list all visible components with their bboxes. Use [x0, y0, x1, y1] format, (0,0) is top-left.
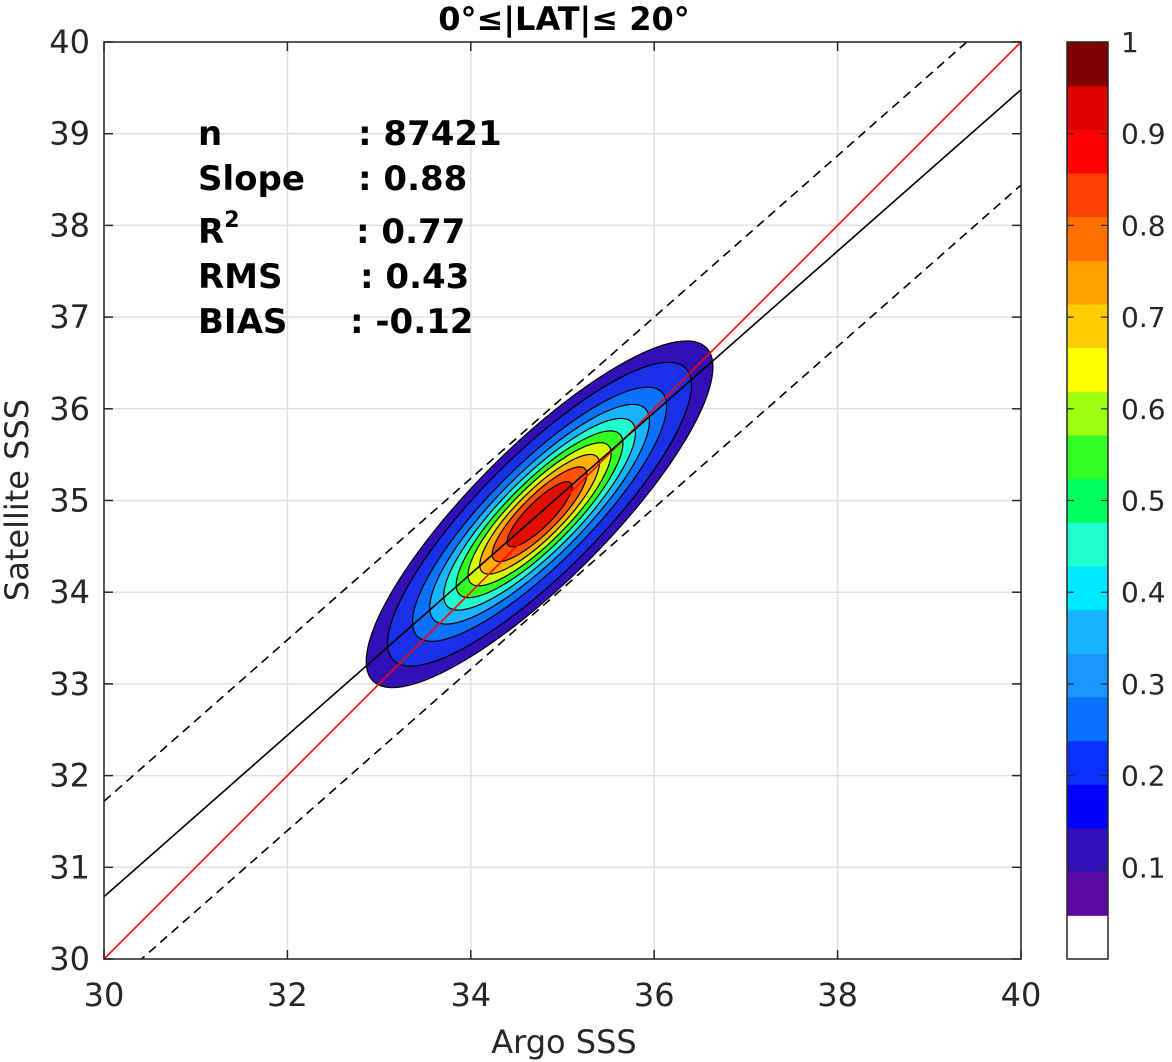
x-tick-label: 32 [267, 976, 308, 1014]
y-tick-label: 30 [49, 940, 90, 978]
colorbar-segment [1067, 391, 1108, 436]
colorbar-ticks [1067, 41, 1108, 868]
colorbar-segment [1067, 566, 1108, 611]
colorbar-segment [1067, 915, 1108, 960]
y-tick-label: 38 [49, 206, 90, 244]
y-tick-label: 33 [49, 665, 90, 703]
colorbar-tick-label: 0.7 [1121, 301, 1166, 334]
colorbar-tick-label: 0.2 [1121, 760, 1166, 793]
colorbar-tick-label: 0.9 [1121, 118, 1166, 151]
stat-rms-value: : 0.43 [360, 257, 469, 297]
y-tick-label: 32 [49, 757, 90, 795]
stat-r2-sup: 2 [224, 208, 239, 233]
colorbar-segment [1067, 784, 1108, 829]
y-tick-label: 34 [49, 573, 90, 611]
colorbar-segment [1067, 653, 1108, 698]
x-tick-label: 30 [84, 976, 125, 1014]
colorbar-segment [1067, 609, 1108, 654]
stat-r2-base: R [198, 212, 224, 252]
reference-lines [104, 42, 1021, 959]
colorbar-tick-label: 0.1 [1121, 851, 1166, 884]
stat-slope-label: Slope [198, 159, 305, 199]
regression-line [104, 89, 1021, 898]
colorbar-segment [1067, 697, 1108, 742]
colorbar-tick-label: 0.3 [1121, 668, 1166, 701]
colorbar-segment [1067, 347, 1108, 392]
colorbar-tick-label: 1 [1121, 26, 1139, 59]
colorbar-segment [1067, 129, 1108, 174]
stat-r2-value: : 0.77 [356, 212, 465, 252]
y-tick-label: 39 [49, 115, 90, 153]
x-tick-label: 36 [634, 976, 675, 1014]
axis-ticks [103, 41, 1022, 960]
colorbar-tick-label: 0.8 [1121, 209, 1166, 242]
stat-n-value: : 87421 [358, 114, 502, 154]
y-tick-label: 40 [49, 23, 90, 61]
colorbar-labels: 0.1 0.2 0.3 0.4 0.5 0.6 0.7 0.8 0.9 1 [1121, 26, 1166, 884]
one-to-one-line [104, 42, 1021, 959]
colorbar-segment [1067, 522, 1108, 567]
colorbar-segment [1067, 260, 1108, 305]
colorbar-segment [1067, 216, 1108, 261]
colorbar-tick-label: 0.5 [1121, 485, 1166, 518]
colorbar-tick-label: 0.4 [1121, 576, 1166, 609]
x-tick-label: 38 [817, 976, 858, 1014]
chart-title: 0°≤|LAT|≤ 20° [438, 0, 689, 39]
stat-bias-label: BIAS [198, 302, 287, 342]
stat-rms-label: RMS [198, 257, 283, 297]
colorbar-tick-label: 0.6 [1121, 393, 1166, 426]
colorbar-segment [1067, 740, 1108, 785]
x-axis-label: Argo SSS [491, 1023, 636, 1061]
x-tick-labels: 30 32 34 36 38 40 [84, 976, 1042, 1014]
stat-bias-value: : -0.12 [350, 302, 473, 342]
colorbar-segment [1067, 435, 1108, 480]
lower-bound-line [140, 184, 1021, 959]
y-tick-labels: 30 31 32 33 34 35 36 37 38 39 40 [49, 23, 90, 978]
colorbar-segment [1067, 871, 1108, 916]
colorbar-segment [1067, 173, 1108, 218]
y-tick-label: 36 [49, 390, 90, 428]
x-tick-label: 40 [1001, 976, 1042, 1014]
x-tick-label: 34 [450, 976, 491, 1014]
stat-slope-value: : 0.88 [358, 159, 467, 199]
y-tick-label: 35 [49, 482, 90, 520]
colorbar-segment [1067, 85, 1108, 130]
stat-r2-label: R2 [198, 208, 240, 252]
y-axis-label: Satellite SSS [0, 399, 36, 601]
colorbar-segment [1067, 828, 1108, 873]
statistics-annotation: n : 87421 Slope : 0.88 R2 : 0.77 RMS : 0… [198, 114, 502, 342]
y-tick-label: 37 [49, 298, 90, 336]
y-tick-label: 31 [49, 848, 90, 886]
colorbar-segment [1067, 304, 1108, 349]
colorbar-segment [1067, 42, 1108, 87]
upper-bound-line [104, 42, 969, 802]
stat-n-label: n [198, 114, 222, 154]
grid-lines [103, 41, 1022, 960]
